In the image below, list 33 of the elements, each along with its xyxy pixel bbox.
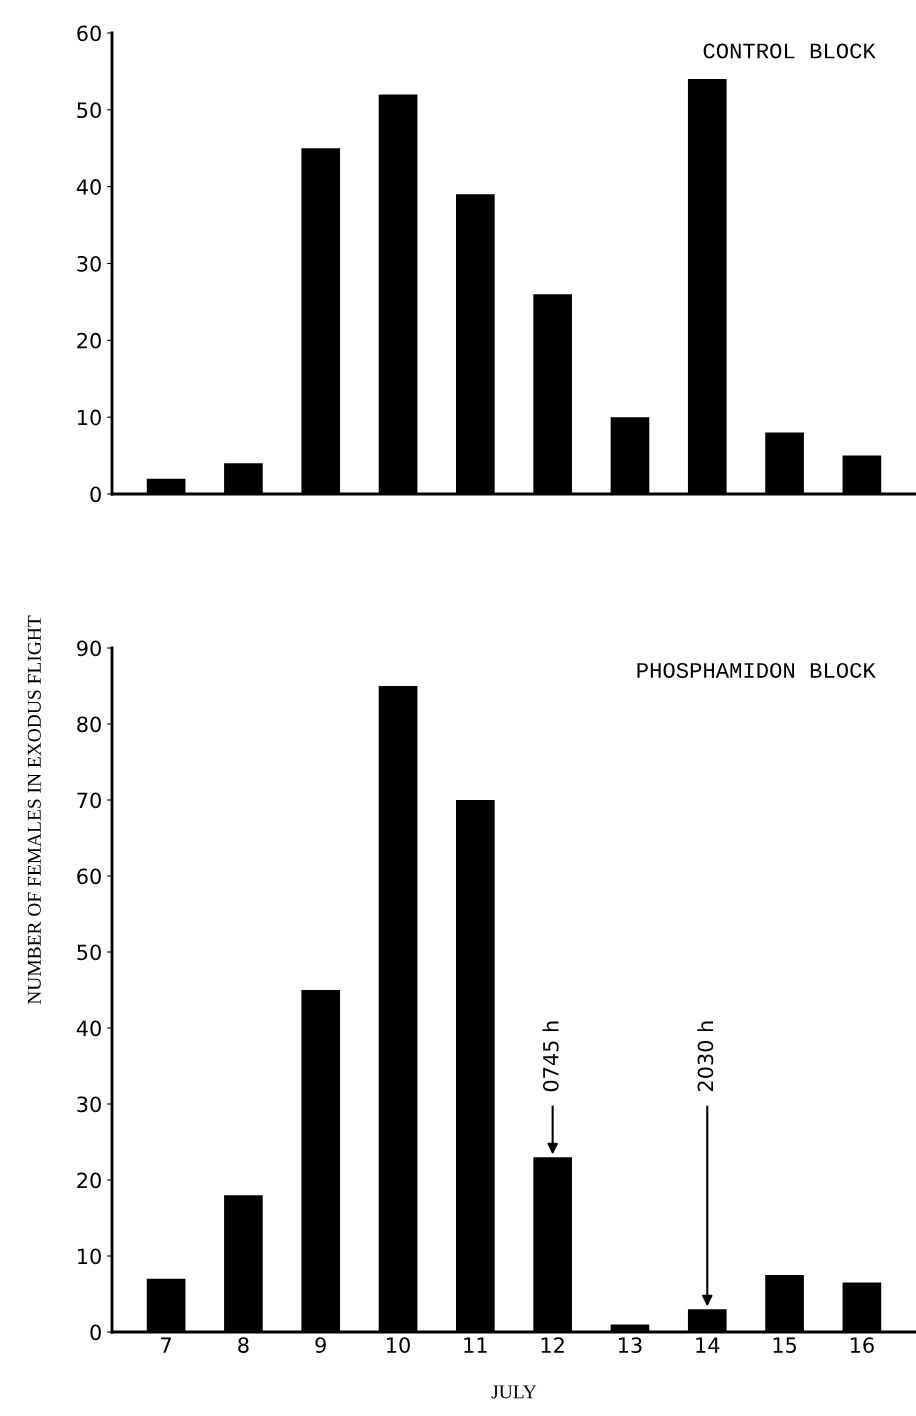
y-tick-label: 60 xyxy=(77,868,101,885)
y-axis-title: NUMBER OF FEMALES IN EXODUS FLIGHT xyxy=(27,615,41,1005)
y-tick-label: 40 xyxy=(76,179,101,195)
y-tick-label: 90 xyxy=(77,640,101,657)
y-tick-label: 40 xyxy=(76,1020,101,1037)
y-tick-label: 20 xyxy=(77,332,101,349)
y-tick-label: 50 xyxy=(77,102,101,119)
x-axis-title: JULY xyxy=(491,1385,537,1399)
y-tick-label: 10 xyxy=(78,409,101,426)
annotation: 2030 h xyxy=(697,1021,714,1092)
y-tick-label: 80 xyxy=(77,716,101,733)
y-tick-label: 60 xyxy=(77,25,101,42)
x-tick-label: 10 xyxy=(387,1337,410,1353)
x-tick-label: 11 xyxy=(464,1337,487,1353)
x-tick-label: 12 xyxy=(541,1337,564,1353)
x-tick-label: 13 xyxy=(618,1337,642,1353)
y-tick-label: 70 xyxy=(77,792,101,809)
x-tick-label: 8 xyxy=(238,1337,249,1353)
y-tick-label: 0 xyxy=(90,1324,101,1341)
y-tick-label: 50 xyxy=(77,944,101,961)
chart-title: CONTROL BLOCK xyxy=(703,43,876,59)
y-tick-label: 10 xyxy=(78,1248,101,1265)
y-tick-label: 30 xyxy=(77,1096,101,1113)
y-tick-label: 30 xyxy=(77,255,101,272)
x-tick-label: 15 xyxy=(773,1337,797,1353)
y-tick-label: 20 xyxy=(77,1172,101,1189)
x-tick-label: 14 xyxy=(696,1337,720,1353)
y-tick-label: 0 xyxy=(90,486,101,503)
annotation: 0745 h xyxy=(542,1021,559,1092)
text: PHOSPHAMIDON BLOCK xyxy=(637,662,876,678)
x-tick-label: 9 xyxy=(315,1337,326,1353)
x-tick-label: 7 xyxy=(161,1337,171,1353)
x-tick-label: 16 xyxy=(850,1337,874,1353)
